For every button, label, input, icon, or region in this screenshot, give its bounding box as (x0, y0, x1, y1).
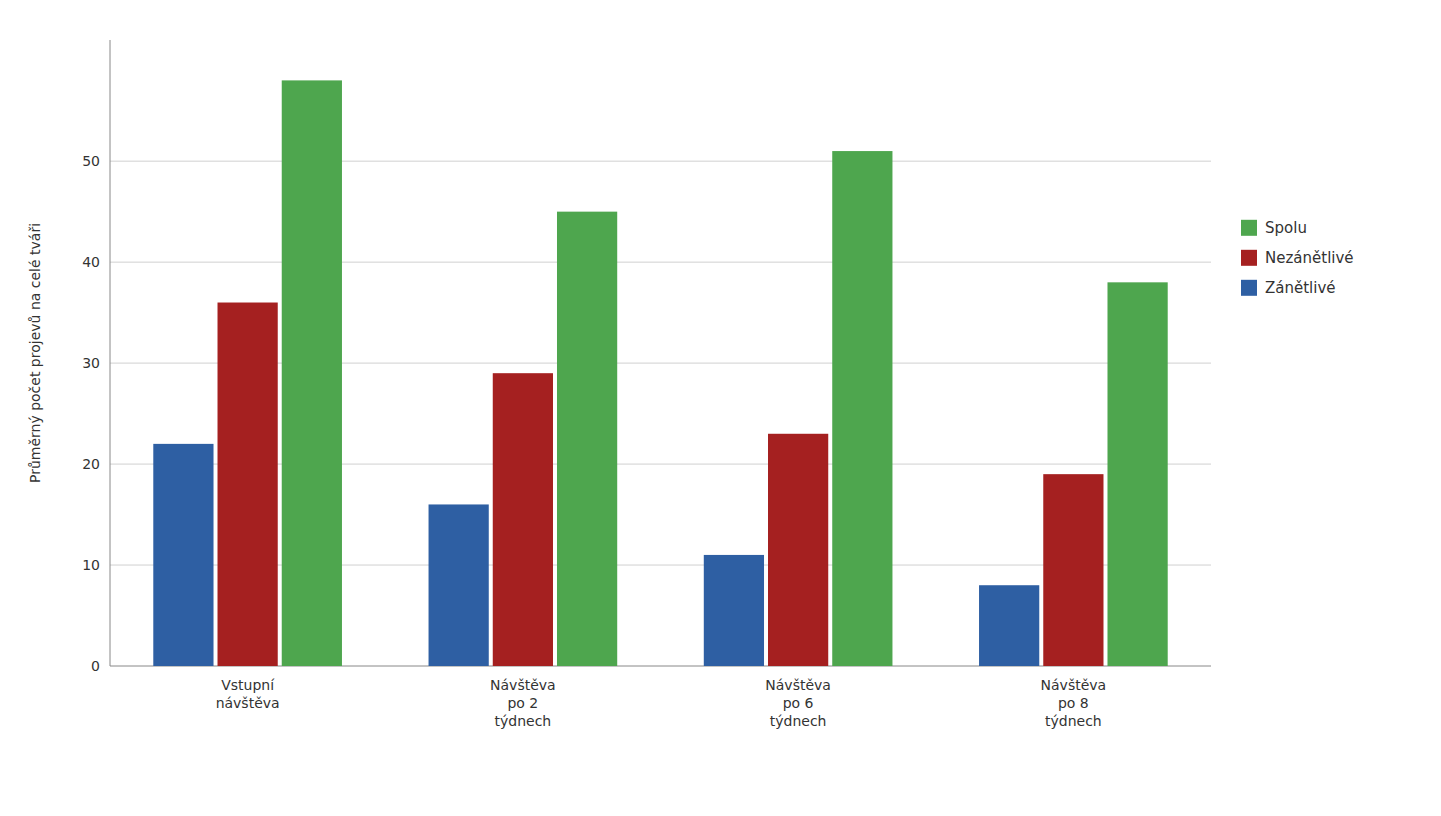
x-tick-label-line: Návštěva (490, 677, 556, 693)
chart-svg: 0 10 20 30 40 50 Vstupní návštěva Návštěva po 2 tý… (0, 0, 1441, 816)
bars (153, 80, 1167, 666)
x-tick-label-line: týdnech (495, 713, 552, 729)
y-tick-label: 40 (82, 254, 100, 270)
y-tick-label: 0 (91, 658, 100, 674)
x-tick-label: Vstupní návštěva (216, 677, 280, 711)
y-tick-label: 30 (82, 355, 100, 371)
legend-swatch (1241, 220, 1257, 236)
x-tick-label-line: po 6 (783, 695, 814, 711)
bar (153, 444, 213, 666)
bar (282, 80, 342, 666)
legend-swatch (1241, 280, 1257, 296)
y-axis-line (110, 40, 111, 666)
bar (768, 434, 828, 666)
bar (429, 504, 489, 666)
x-tick-label-line: po 2 (507, 695, 538, 711)
x-tick-label: Návštěva po 6 týdnech (765, 677, 831, 729)
grid-line (110, 161, 1211, 162)
legend-label: Nezánětlivé (1265, 249, 1354, 267)
x-tick-label-line: týdnech (1045, 713, 1102, 729)
legend-label: Zánětlivé (1265, 279, 1336, 297)
x-tick-label: Návštěva po 8 týdnech (1041, 677, 1107, 729)
bar (218, 303, 278, 666)
bar (557, 212, 617, 666)
y-tick-label: 20 (82, 456, 100, 472)
legend: Spolu Nezánětlivé Zánětlivé (1241, 219, 1354, 297)
x-tick-label-line: týdnech (770, 713, 827, 729)
legend-label: Spolu (1265, 219, 1307, 237)
bar (704, 555, 764, 666)
grid (110, 161, 1211, 666)
bar (832, 151, 892, 666)
x-tick-label-line: Návštěva (765, 677, 831, 693)
x-tick-label-line: návštěva (216, 695, 280, 711)
bar (1107, 282, 1167, 666)
bar (979, 585, 1039, 666)
chart-container: 0 10 20 30 40 50 Vstupní návštěva Návštěva po 2 tý… (0, 0, 1441, 816)
grid-line (110, 262, 1211, 263)
x-tick-label: Návštěva po 2 týdnech (490, 677, 556, 729)
x-tick-label-line: Návštěva (1041, 677, 1107, 693)
x-tick-label-line: po 8 (1058, 695, 1089, 711)
bar (493, 373, 553, 666)
legend-swatch (1241, 250, 1257, 266)
y-axis-label: Průměrný počet projevů na celé tváři (27, 223, 43, 483)
x-tick-label-line: Vstupní (221, 677, 275, 693)
y-tick-label: 50 (82, 153, 100, 169)
bar (1043, 474, 1103, 666)
y-tick-label: 10 (82, 557, 100, 573)
